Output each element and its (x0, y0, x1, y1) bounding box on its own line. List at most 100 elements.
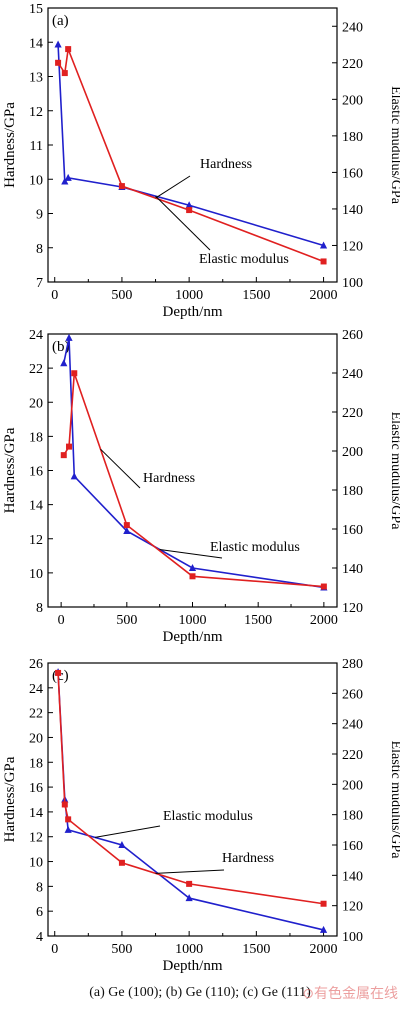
modulus-point (64, 825, 72, 833)
annotation-label: Hardness (143, 471, 195, 486)
x-tick-label: 0 (51, 942, 58, 957)
y-tick-label: 16 (29, 781, 43, 796)
hardness-point (65, 46, 72, 53)
hardness-point (320, 900, 327, 907)
annotation-leader (100, 448, 141, 489)
x-tick-label: 2000 (310, 942, 338, 957)
y-axis-label: Hardness/GPa (2, 102, 18, 188)
y2-tick-label: 120 (342, 239, 363, 254)
chart-panel-1: 0 500 1000 1500 2000 7 8 9 10 11 12 13 14 15 100 120 140… (2, 2, 400, 320)
x-tick-label: 2000 (310, 613, 338, 628)
y-tick-label: 18 (29, 756, 43, 771)
annotation-label: Hardness (222, 851, 274, 866)
y-tick-label: 10 (29, 567, 43, 582)
y-tick-label: 14 (29, 806, 43, 821)
y-tick-label: 9 (36, 208, 43, 223)
panel-label: (a) (52, 13, 69, 29)
annotation-label: Hardness (200, 157, 252, 172)
series-line-modulus (57, 44, 324, 247)
hardness-point (61, 70, 68, 77)
hardness-point (186, 207, 193, 214)
y-tick-label: 14 (29, 499, 43, 514)
y-tick-label: 16 (29, 465, 43, 480)
panel-label: (b) (52, 339, 70, 355)
modulus-point (188, 564, 197, 571)
x-tick-label: 1500 (242, 942, 270, 957)
annotation-leader (159, 548, 223, 559)
x-tick-label: 500 (116, 613, 137, 628)
hardness-point (118, 183, 125, 190)
y2-tick-label: 160 (342, 166, 363, 181)
y2-tick-label: 120 (342, 601, 363, 616)
y2-axis-label: Elastic mudulus/GPa (388, 741, 400, 860)
y2-tick-label: 200 (342, 778, 363, 793)
modulus-point (70, 472, 78, 480)
y2-tick-label: 100 (342, 930, 363, 945)
y-tick-label: 13 (29, 71, 43, 86)
y-tick-label: 24 (29, 682, 43, 697)
y2-tick-label: 100 (342, 276, 363, 291)
x-tick-label: 1000 (179, 613, 207, 628)
y-axis-label: Hardness/GPa (2, 427, 18, 513)
annotation-leader (155, 175, 191, 199)
y-tick-label: 8 (36, 880, 43, 895)
chart-panel-3: 0 500 1000 1500 2000 4 6 8 10 12 14 16 18 20 22 24 26 100… (2, 657, 400, 974)
x-tick-label: 500 (111, 288, 132, 303)
x-tick-label: 1500 (244, 613, 272, 628)
y-tick-label: 4 (36, 930, 43, 945)
hardness-point (55, 669, 62, 676)
annotation-leader (155, 869, 225, 874)
y-tick-label: 6 (36, 905, 43, 920)
y-tick-label: 8 (36, 242, 43, 257)
y2-axis-label: Elastic mudulus/GPa (388, 412, 400, 531)
y-axis-label: Hardness/GPa (2, 756, 18, 842)
y-tick-label: 10 (29, 173, 43, 188)
y2-tick-label: 280 (342, 657, 363, 672)
y2-tick-label: 200 (342, 445, 363, 460)
hardness-point (61, 801, 68, 808)
hardness-point (320, 583, 327, 590)
y-tick-label: 10 (29, 856, 43, 871)
modulus-point (64, 173, 72, 181)
y2-tick-label: 140 (342, 203, 363, 218)
x-tick-label: 0 (58, 613, 65, 628)
y2-tick-label: 160 (342, 839, 363, 854)
annotation-leader (94, 825, 161, 838)
y2-tick-label: 240 (342, 718, 363, 733)
modulus-point (185, 201, 193, 209)
modulus-point (54, 40, 62, 48)
modulus-point (65, 333, 73, 341)
modulus-point (118, 841, 126, 848)
y2-tick-label: 220 (342, 406, 363, 421)
hardness-point (60, 452, 67, 459)
hardness-point (55, 59, 62, 66)
series-line-hardness (57, 672, 324, 905)
plot-frame (47, 7, 338, 283)
y-tick-label: 12 (29, 533, 43, 548)
y-tick-label: 15 (29, 2, 43, 17)
y2-tick-label: 260 (342, 687, 363, 702)
x-tick-label: 1000 (175, 942, 203, 957)
modulus-point (319, 925, 328, 933)
x-axis-label: Depth/nm (163, 958, 223, 974)
x-axis-label: Depth/nm (163, 629, 223, 645)
annotation-label: Elastic modulus (210, 540, 300, 555)
series-line-modulus (62, 337, 324, 589)
hardness-point (189, 573, 196, 580)
y2-tick-label: 180 (342, 130, 363, 145)
plot-frame (47, 662, 338, 937)
y2-axis-label: Elastic mudulus/GPa (388, 86, 400, 205)
hardness-point (118, 859, 125, 866)
x-tick-label: 1000 (175, 288, 203, 303)
y2-tick-label: 160 (342, 523, 363, 538)
y-tick-label: 22 (29, 707, 43, 722)
hardness-point (71, 370, 78, 377)
watermark: ⊙有色金属在线 (302, 986, 398, 1002)
chart-panel-2: 0 500 1000 1500 2000 8 10 12 14 16 18 20 22 24 120 140 1… (2, 328, 400, 645)
x-tick-label: 500 (111, 942, 132, 957)
series-line-hardness (57, 45, 324, 263)
modulus-point (319, 241, 328, 249)
y2-tick-label: 200 (342, 93, 363, 108)
y-tick-label: 7 (36, 276, 43, 291)
y2-tick-label: 240 (342, 20, 363, 35)
